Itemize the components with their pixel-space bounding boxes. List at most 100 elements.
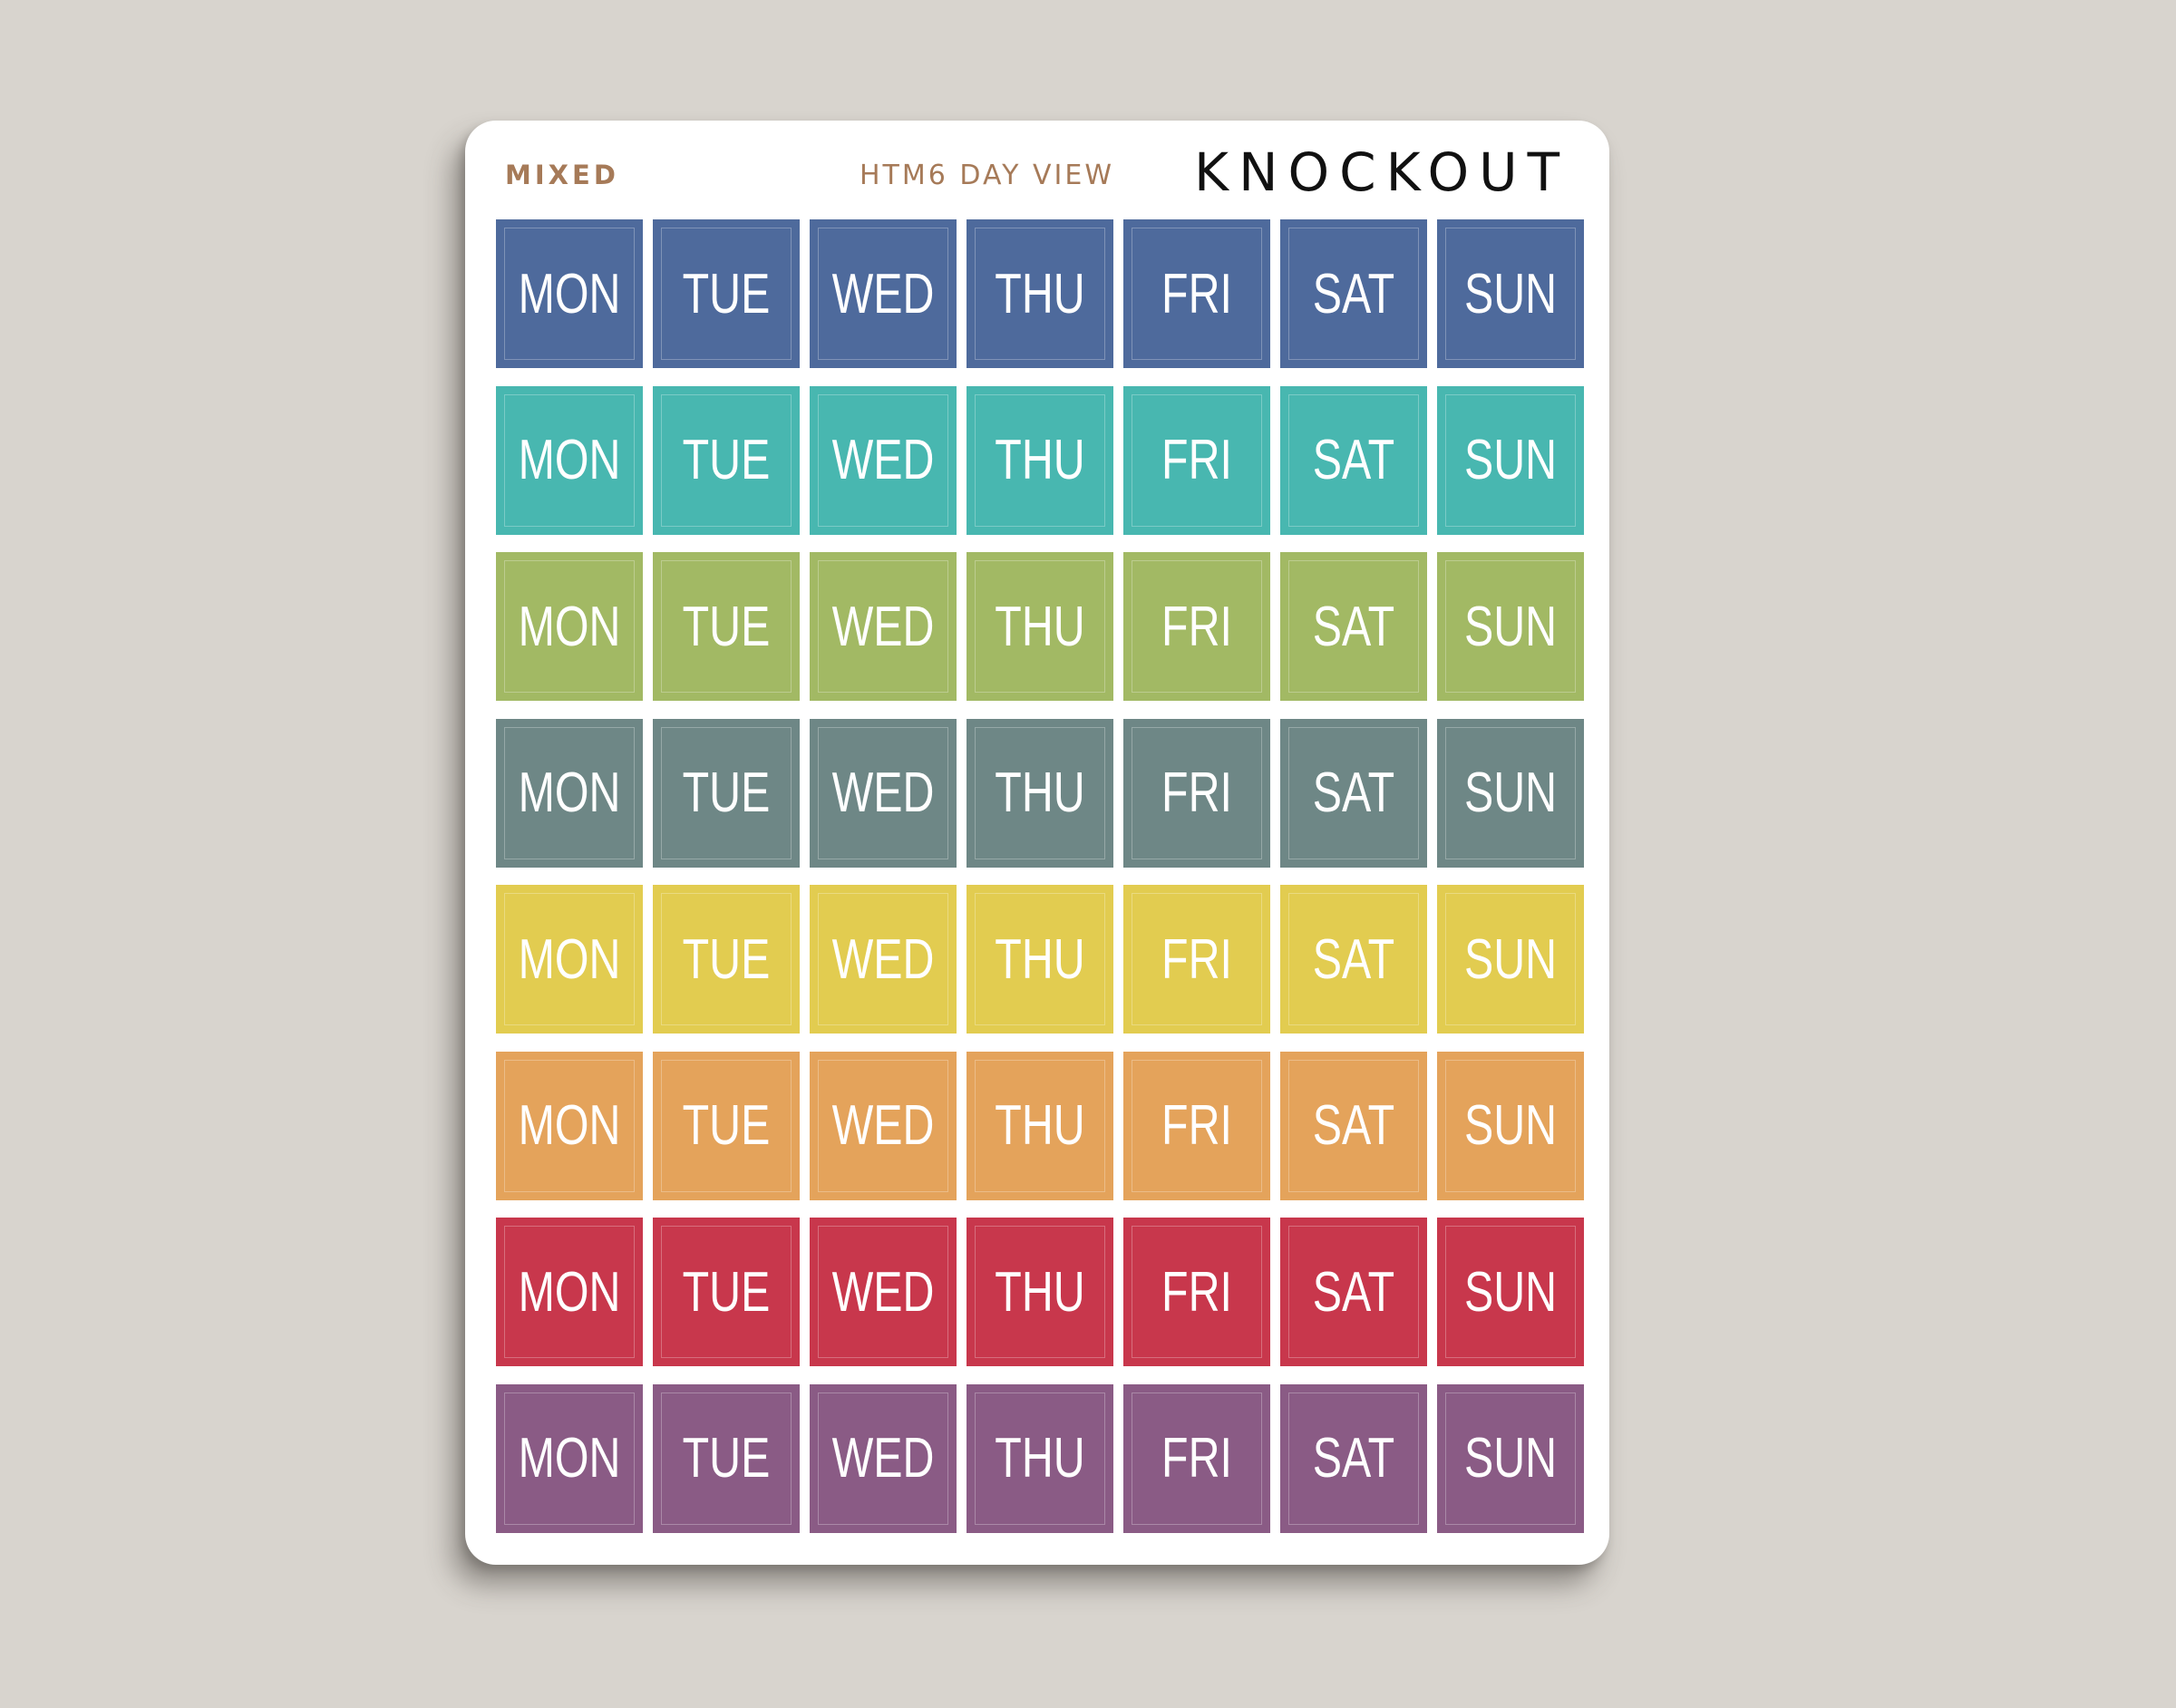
day-sticker: WED bbox=[810, 385, 957, 535]
day-sticker: MON bbox=[496, 385, 643, 535]
day-label: THU bbox=[995, 1094, 1085, 1157]
day-label: WED bbox=[831, 1094, 935, 1157]
day-label: WED bbox=[831, 429, 935, 491]
day-sticker: THU bbox=[967, 1051, 1113, 1200]
sticker-row-blue: MON TUE WED THU FRI SAT SUN bbox=[496, 219, 1584, 368]
day-sticker: SAT bbox=[1280, 385, 1427, 535]
day-sticker: SAT bbox=[1280, 1218, 1427, 1366]
day-sticker: SUN bbox=[1437, 1383, 1584, 1533]
day-label: SUN bbox=[1463, 595, 1558, 658]
day-sticker: SAT bbox=[1280, 1051, 1427, 1200]
sticker-row-teal: MON TUE WED THU FRI SAT SUN bbox=[496, 385, 1584, 535]
day-sticker: WED bbox=[810, 1218, 957, 1366]
product-label: HTM6 DAY VIEW bbox=[859, 160, 1114, 191]
day-sticker: TUE bbox=[653, 219, 800, 368]
day-sticker: FRI bbox=[1123, 1051, 1270, 1200]
day-sticker: FRI bbox=[1123, 718, 1270, 868]
day-label: MON bbox=[518, 1427, 621, 1490]
day-sticker: MON bbox=[496, 885, 643, 1034]
day-label: THU bbox=[995, 1260, 1085, 1324]
day-label: THU bbox=[995, 927, 1085, 991]
day-sticker: THU bbox=[967, 718, 1113, 868]
sticker-row-yellow: MON TUE WED THU FRI SAT SUN bbox=[496, 885, 1584, 1034]
day-label: SUN bbox=[1463, 262, 1558, 325]
day-label: FRI bbox=[1161, 1094, 1232, 1157]
day-label: WED bbox=[831, 927, 935, 991]
day-label: SAT bbox=[1312, 429, 1395, 491]
day-label: SAT bbox=[1312, 762, 1395, 824]
day-label: TUE bbox=[682, 429, 771, 491]
day-sticker: WED bbox=[810, 1383, 957, 1533]
day-sticker: FRI bbox=[1123, 1218, 1270, 1366]
day-sticker: SUN bbox=[1437, 219, 1584, 368]
day-sticker: THU bbox=[967, 1218, 1113, 1366]
day-label: TUE bbox=[682, 1094, 771, 1157]
day-label: SUN bbox=[1463, 429, 1558, 491]
day-sticker: SUN bbox=[1437, 1051, 1584, 1200]
day-label: WED bbox=[831, 762, 935, 824]
sticker-sheet: MIXED HTM6 DAY VIEW KNOCKOUT MON TUE WED… bbox=[465, 121, 1609, 1565]
day-sticker: THU bbox=[967, 1383, 1113, 1533]
day-label: TUE bbox=[682, 595, 771, 658]
day-sticker: FRI bbox=[1123, 1383, 1270, 1533]
day-sticker: MON bbox=[496, 1383, 643, 1533]
day-label: SUN bbox=[1463, 1260, 1558, 1324]
day-sticker: MON bbox=[496, 219, 643, 368]
day-sticker: WED bbox=[810, 885, 957, 1034]
day-label: FRI bbox=[1161, 262, 1232, 325]
day-label: FRI bbox=[1161, 1427, 1232, 1490]
day-label: FRI bbox=[1161, 429, 1232, 491]
day-sticker: THU bbox=[967, 385, 1113, 535]
day-label: WED bbox=[831, 595, 935, 658]
day-sticker: TUE bbox=[653, 1383, 800, 1533]
day-label: THU bbox=[995, 762, 1085, 824]
day-sticker: SUN bbox=[1437, 885, 1584, 1034]
day-sticker: MON bbox=[496, 718, 643, 868]
day-sticker: MON bbox=[496, 1218, 643, 1366]
day-label: TUE bbox=[682, 1427, 771, 1490]
day-sticker: TUE bbox=[653, 552, 800, 701]
day-label: TUE bbox=[682, 262, 771, 325]
day-label: SUN bbox=[1463, 1427, 1558, 1490]
variant-label: MIXED bbox=[505, 160, 619, 190]
day-sticker: SAT bbox=[1280, 885, 1427, 1034]
day-sticker: MON bbox=[496, 552, 643, 701]
day-sticker: WED bbox=[810, 718, 957, 868]
day-sticker: SAT bbox=[1280, 1383, 1427, 1533]
day-sticker: SUN bbox=[1437, 385, 1584, 535]
day-label: FRI bbox=[1161, 595, 1232, 658]
day-label: SAT bbox=[1312, 1094, 1395, 1157]
day-label: MON bbox=[518, 927, 621, 991]
day-sticker: WED bbox=[810, 552, 957, 701]
sticker-row-red: MON TUE WED THU FRI SAT SUN bbox=[496, 1218, 1584, 1366]
day-label: MON bbox=[518, 1260, 621, 1324]
day-label: MON bbox=[518, 429, 621, 491]
sticker-row-slate: MON TUE WED THU FRI SAT SUN bbox=[496, 718, 1584, 868]
day-sticker: TUE bbox=[653, 1218, 800, 1366]
day-sticker: SUN bbox=[1437, 718, 1584, 868]
day-label: SUN bbox=[1463, 927, 1558, 991]
day-label: MON bbox=[518, 762, 621, 824]
day-sticker: FRI bbox=[1123, 385, 1270, 535]
sticker-row-green: MON TUE WED THU FRI SAT SUN bbox=[496, 552, 1584, 701]
day-sticker: THU bbox=[967, 552, 1113, 701]
day-label: THU bbox=[995, 262, 1085, 325]
day-label: THU bbox=[995, 595, 1085, 658]
day-sticker: SAT bbox=[1280, 718, 1427, 868]
day-sticker: SUN bbox=[1437, 1218, 1584, 1366]
day-sticker: THU bbox=[967, 885, 1113, 1034]
day-label: WED bbox=[831, 262, 935, 325]
day-label: TUE bbox=[682, 927, 771, 991]
day-sticker: FRI bbox=[1123, 219, 1270, 368]
day-label: SAT bbox=[1312, 927, 1395, 991]
day-label: MON bbox=[518, 595, 621, 658]
day-sticker: SAT bbox=[1280, 219, 1427, 368]
day-label: THU bbox=[995, 1427, 1085, 1490]
day-sticker: SAT bbox=[1280, 552, 1427, 701]
brand-title: KNOCKOUT bbox=[1194, 141, 1569, 203]
day-label: SUN bbox=[1463, 1094, 1558, 1157]
day-label: SAT bbox=[1312, 595, 1395, 658]
day-label: SAT bbox=[1312, 1260, 1395, 1324]
day-label: MON bbox=[518, 1094, 621, 1157]
day-label: FRI bbox=[1161, 1260, 1232, 1324]
